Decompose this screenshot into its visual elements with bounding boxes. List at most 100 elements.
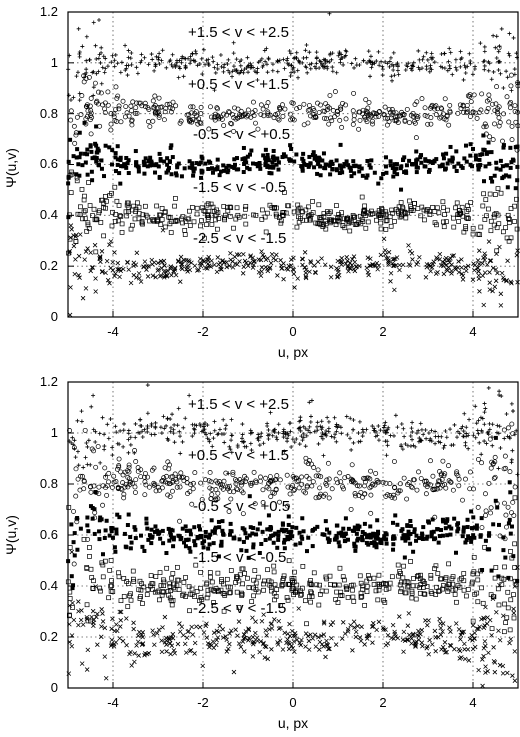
data-point <box>263 147 268 152</box>
series-points <box>66 169 520 256</box>
data-point <box>136 633 141 639</box>
data-point <box>230 69 235 74</box>
data-point <box>173 103 179 109</box>
data-point <box>308 419 313 424</box>
data-point <box>486 385 491 390</box>
data-point <box>378 540 383 545</box>
data-point <box>274 435 279 440</box>
data-point <box>328 172 333 177</box>
data-point <box>462 156 467 161</box>
data-point <box>81 197 87 203</box>
data-point <box>317 58 322 63</box>
data-point <box>284 528 289 533</box>
data-point <box>268 527 273 532</box>
data-point <box>303 275 309 281</box>
data-point <box>362 491 368 497</box>
data-point <box>317 592 323 597</box>
data-point <box>286 433 291 438</box>
data-point <box>165 416 170 421</box>
data-point <box>360 434 365 439</box>
data-point <box>102 106 108 112</box>
data-point <box>98 460 103 465</box>
data-point <box>300 536 305 541</box>
data-point <box>459 629 465 635</box>
data-point <box>272 617 277 622</box>
data-point <box>126 431 131 436</box>
bottom-ytick-label: 0.8 <box>40 476 58 491</box>
data-point <box>316 110 322 115</box>
data-point <box>487 436 493 442</box>
data-point <box>302 162 307 167</box>
data-point <box>95 444 101 449</box>
data-point <box>155 217 160 222</box>
data-point <box>285 56 290 61</box>
data-point <box>85 647 91 653</box>
data-point <box>197 624 203 630</box>
data-point <box>114 430 119 435</box>
data-point <box>70 586 75 591</box>
data-point <box>497 637 503 643</box>
data-point <box>432 106 438 112</box>
data-point <box>282 540 287 545</box>
data-point <box>69 227 75 232</box>
data-point <box>103 528 108 533</box>
data-point <box>89 575 95 580</box>
data-point <box>425 481 431 487</box>
data-point <box>160 625 165 630</box>
data-point <box>392 256 398 262</box>
data-point <box>384 532 389 537</box>
data-point <box>348 168 353 173</box>
data-point <box>334 589 340 595</box>
data-point <box>110 589 116 594</box>
data-point <box>304 42 309 47</box>
data-point <box>360 534 365 539</box>
data-point <box>96 210 102 216</box>
data-point <box>482 422 487 427</box>
data-point <box>295 202 301 208</box>
data-point <box>364 175 369 180</box>
data-point <box>372 170 377 175</box>
data-point <box>92 217 98 223</box>
data-point <box>165 156 170 161</box>
data-point <box>170 571 176 576</box>
data-point <box>381 597 386 603</box>
data-point <box>401 563 406 569</box>
data-point <box>508 531 513 536</box>
data-point <box>113 52 118 57</box>
data-point <box>441 583 446 588</box>
data-point <box>488 228 494 234</box>
data-point <box>505 185 510 190</box>
data-point <box>224 264 230 270</box>
data-point <box>503 225 508 230</box>
data-point <box>477 624 482 630</box>
data-point <box>465 64 470 69</box>
data-point <box>490 137 496 143</box>
data-point <box>437 588 443 594</box>
data-point <box>144 592 150 598</box>
data-point <box>421 432 426 437</box>
data-point <box>110 535 115 540</box>
data-point <box>298 428 303 433</box>
data-point <box>83 455 88 460</box>
data-point <box>161 541 166 546</box>
data-point <box>125 73 130 78</box>
data-point <box>102 465 108 471</box>
data-point <box>352 163 357 168</box>
data-point <box>220 528 225 533</box>
data-point <box>512 649 518 654</box>
data-point <box>388 223 394 229</box>
data-point <box>274 162 279 167</box>
data-point <box>91 206 97 212</box>
data-point <box>267 474 273 480</box>
data-point <box>97 529 102 534</box>
data-point <box>381 425 386 430</box>
data-point <box>280 102 285 108</box>
data-point <box>323 226 329 232</box>
data-point <box>226 68 231 73</box>
data-point <box>366 49 371 54</box>
data-point <box>176 587 182 592</box>
data-point <box>307 62 312 67</box>
data-point <box>431 259 437 264</box>
data-point <box>212 114 218 120</box>
data-point <box>161 117 167 123</box>
